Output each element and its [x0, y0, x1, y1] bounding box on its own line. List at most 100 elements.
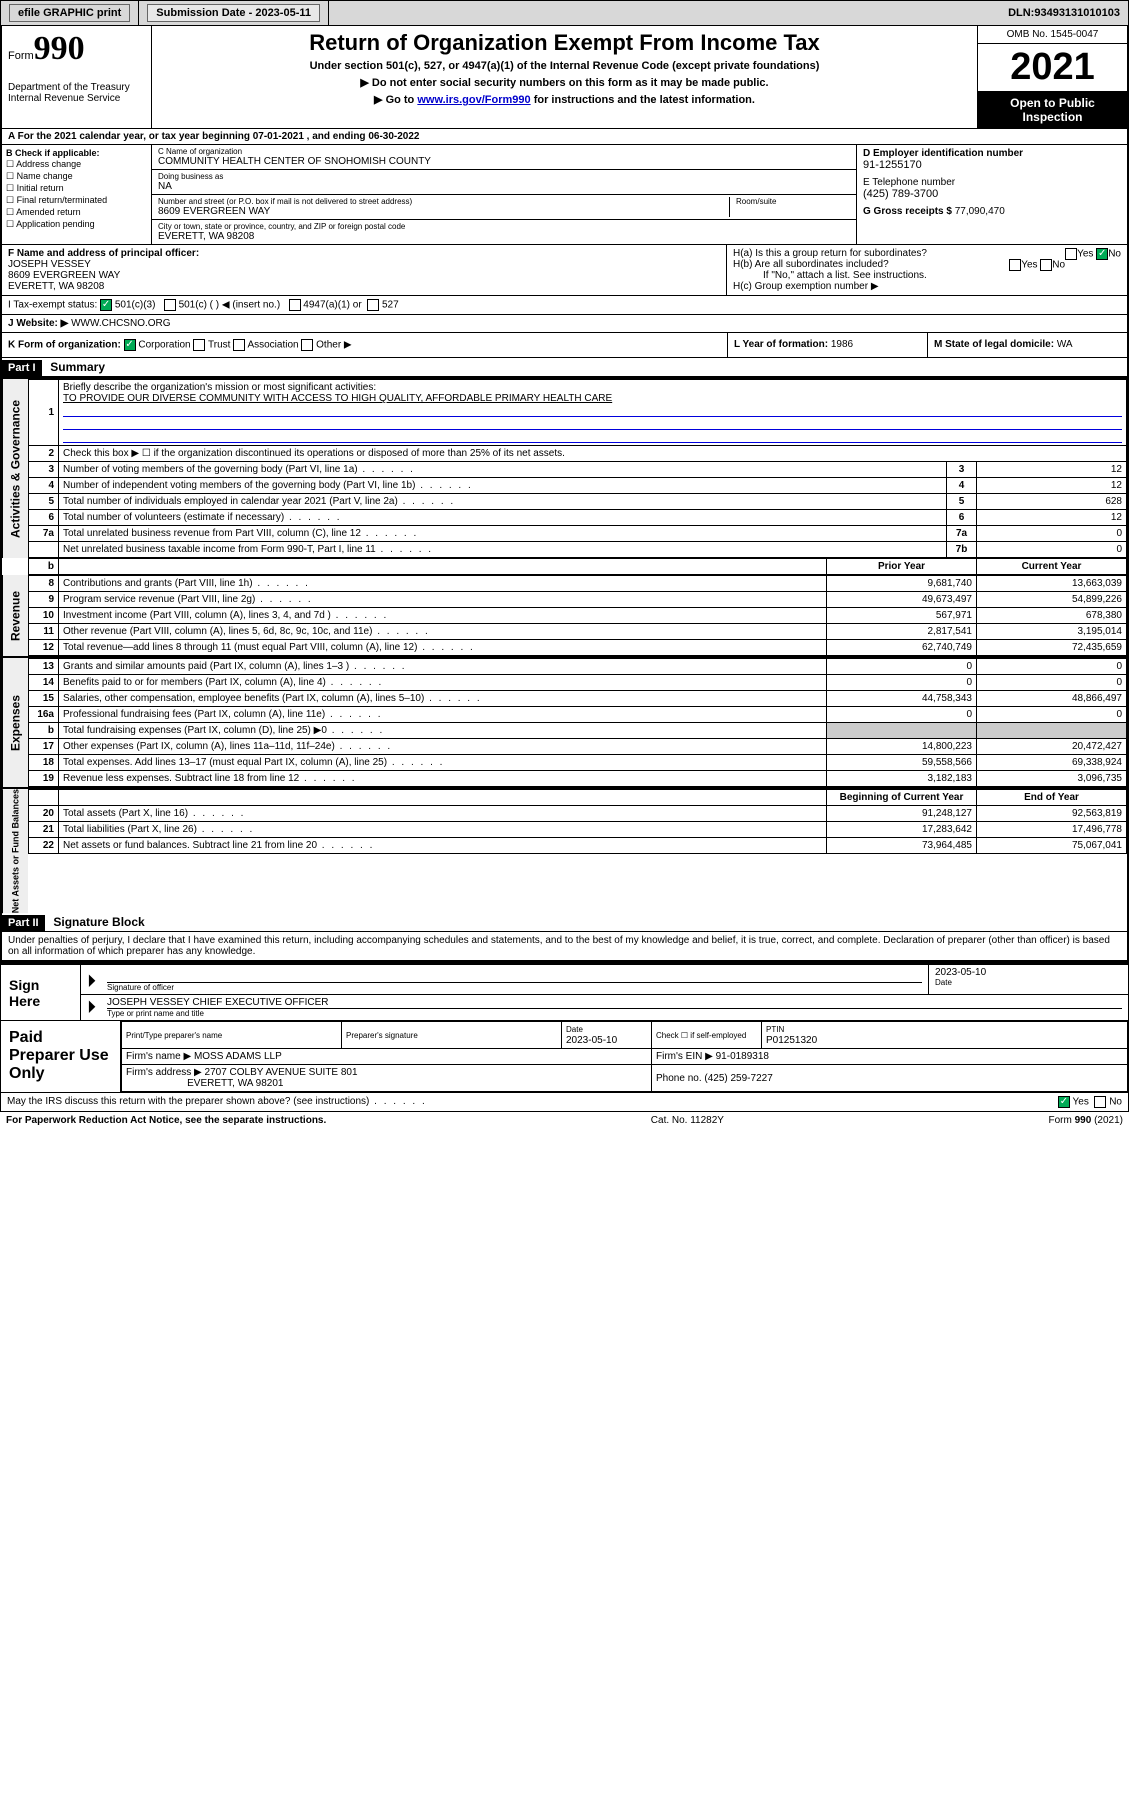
- prep-date-label: Date: [566, 1025, 583, 1034]
- b-hdr: b: [29, 559, 59, 575]
- prep-date-value: 2023-05-10: [566, 1035, 617, 1046]
- chk-4947[interactable]: [289, 299, 301, 311]
- sign-here-block: Sign Here ⏵ Signature of officer 2023-05…: [0, 963, 1129, 1021]
- officer-addr2: EVERETT, WA 98208: [8, 281, 104, 292]
- section-revenue: Revenue 8Contributions and grants (Part …: [2, 575, 1127, 656]
- firm-ein-label: Firm's EIN ▶: [656, 1051, 716, 1062]
- discuss-yes[interactable]: [1058, 1096, 1070, 1108]
- dept-treasury: Department of the Treasury Internal Reve…: [8, 82, 145, 104]
- ptin-value: P01251320: [766, 1035, 817, 1046]
- part1-bar: Part I: [2, 360, 42, 376]
- ein-value: 91-1255170: [863, 159, 922, 171]
- gov-table: 1 Briefly describe the organization's mi…: [28, 379, 1127, 558]
- c-name-label: C Name of organization: [158, 147, 850, 156]
- form-number: 990: [34, 30, 85, 67]
- caret-icon-2: ⏵: [81, 995, 101, 1020]
- org-name: COMMUNITY HEALTH CENTER OF SNOHOMISH COU…: [158, 156, 850, 167]
- gross-value: 77,090,470: [955, 206, 1005, 217]
- chk-501c3[interactable]: [100, 299, 112, 311]
- chk-amended[interactable]: ☐ Amended return: [6, 207, 147, 218]
- chk-assoc[interactable]: [233, 339, 245, 351]
- officer-addr1: 8609 EVERGREEN WAY: [8, 270, 120, 281]
- chk-501c[interactable]: [164, 299, 176, 311]
- chk-initial-return[interactable]: ☐ Initial return: [6, 183, 147, 194]
- tax-year: 2021: [978, 44, 1127, 91]
- website-value: WWW.CHCSNO.ORG: [68, 318, 170, 329]
- section-bhdr: . b Prior Year Current Year: [2, 558, 1127, 575]
- sig-date-value: 2023-05-10: [935, 967, 1122, 978]
- submission-date: 2023-05-11: [255, 7, 311, 19]
- chk-other[interactable]: [301, 339, 313, 351]
- cat-no: Cat. No. 11282Y: [651, 1115, 724, 1126]
- prior-year-hdr: Prior Year: [827, 559, 977, 575]
- m-state-value: WA: [1057, 339, 1073, 350]
- firm-name: MOSS ADAMS LLP: [194, 1051, 282, 1062]
- dba-value: NA: [158, 181, 850, 192]
- submission-date-button[interactable]: Submission Date - 2023-05-11: [147, 4, 320, 22]
- q2-text: Check this box ▶ ☐ if the organization d…: [59, 446, 1127, 462]
- chk-name-change[interactable]: ☐ Name change: [6, 171, 147, 182]
- chk-address-change[interactable]: ☐ Address change: [6, 159, 147, 170]
- omb-number: OMB No. 1545-0047: [978, 26, 1127, 44]
- section-netassets: Net Assets or Fund Balances Beginning of…: [2, 787, 1127, 913]
- chk-corp[interactable]: [124, 339, 136, 351]
- netassets-table: Beginning of Current Year End of Year 20…: [28, 789, 1127, 854]
- part1-title: Summary: [44, 358, 111, 376]
- prep-name-label: Print/Type preparer's name: [126, 1031, 222, 1040]
- sig-date-label: Date: [935, 978, 1122, 987]
- dln: DLN: 93493131010103: [1000, 1, 1128, 25]
- caret-icon: ⏵: [81, 965, 101, 994]
- q1-label: Briefly describe the organization's miss…: [63, 382, 376, 393]
- i-lead: I Tax-exempt status:: [8, 300, 97, 311]
- hb-yes[interactable]: [1009, 259, 1021, 271]
- discuss-text: May the IRS discuss this return with the…: [7, 1096, 1058, 1108]
- hb-no[interactable]: [1040, 259, 1052, 271]
- hb-label: H(b) Are all subordinates included?: [733, 259, 889, 270]
- mission-text: TO PROVIDE OUR DIVERSE COMMUNITY WITH AC…: [63, 393, 612, 404]
- row-j: J Website: ▶ WWW.CHCSNO.ORG: [2, 315, 1127, 333]
- phone-value: (425) 789-3700: [863, 188, 938, 200]
- hc-label: H(c) Group exemption number ▶: [733, 281, 1121, 292]
- side-label-gov: Activities & Governance: [2, 379, 28, 558]
- f-label: F Name and address of principal officer:: [8, 248, 199, 259]
- firm-label: Firm's name ▶: [126, 1051, 194, 1062]
- top-bar: efile GRAPHIC print Submission Date - 20…: [0, 0, 1129, 26]
- efile-button[interactable]: efile GRAPHIC print: [9, 4, 130, 22]
- current-year-hdr: Current Year: [977, 559, 1127, 575]
- col-b-title: B Check if applicable:: [6, 148, 147, 158]
- dba-label: Doing business as: [158, 172, 850, 181]
- chk-trust[interactable]: [193, 339, 205, 351]
- officer-name: JOSEPH VESSEY: [8, 259, 91, 270]
- na-hdr1: Beginning of Current Year: [827, 790, 977, 806]
- form-title: Return of Organization Exempt From Incom…: [158, 30, 971, 56]
- chk-app-pending[interactable]: ☐ Application pending: [6, 219, 147, 230]
- expenses-table: 13Grants and similar amounts paid (Part …: [28, 658, 1127, 787]
- irs-link[interactable]: www.irs.gov/Form990: [417, 94, 530, 106]
- discuss-row: May the IRS discuss this return with the…: [0, 1093, 1129, 1112]
- m-state-label: M State of legal domicile:: [934, 339, 1057, 350]
- section-gov: Activities & Governance 1 Briefly descri…: [2, 377, 1127, 558]
- city-value: EVERETT, WA 98208: [158, 231, 850, 242]
- row-a-tax-year: A For the 2021 calendar year, or tax yea…: [2, 129, 1127, 145]
- part2-title: Signature Block: [47, 913, 150, 931]
- room-label: Room/suite: [736, 197, 850, 206]
- phone-label: E Telephone number: [863, 177, 955, 188]
- chk-527[interactable]: [367, 299, 379, 311]
- ha-yes[interactable]: [1065, 248, 1077, 260]
- chk-final-return[interactable]: ☐ Final return/terminated: [6, 195, 147, 206]
- firm-phone: (425) 259-7227: [704, 1073, 772, 1084]
- submission-label: Submission Date -: [156, 7, 255, 19]
- form-ref: Form 990 (2021): [1049, 1115, 1123, 1126]
- officer-name-title: JOSEPH VESSEY CHIEF EXECUTIVE OFFICER: [107, 997, 1122, 1009]
- paid-preparer-block: Paid Preparer Use Only Print/Type prepar…: [0, 1021, 1129, 1093]
- j-lead: J Website: ▶: [8, 318, 68, 329]
- part2-bar: Part II: [2, 915, 45, 931]
- part2-header: Part II Signature Block: [2, 913, 1127, 932]
- form-word: Form: [8, 50, 34, 62]
- sign-here-label: Sign Here: [1, 965, 81, 1020]
- discuss-no[interactable]: [1094, 1096, 1106, 1108]
- ha-no[interactable]: [1096, 248, 1108, 260]
- revenue-table: 8Contributions and grants (Part VIII, li…: [28, 575, 1127, 656]
- prep-selfemp: Check ☐ if self-employed: [652, 1022, 762, 1049]
- k-lead: K Form of organization:: [8, 340, 121, 351]
